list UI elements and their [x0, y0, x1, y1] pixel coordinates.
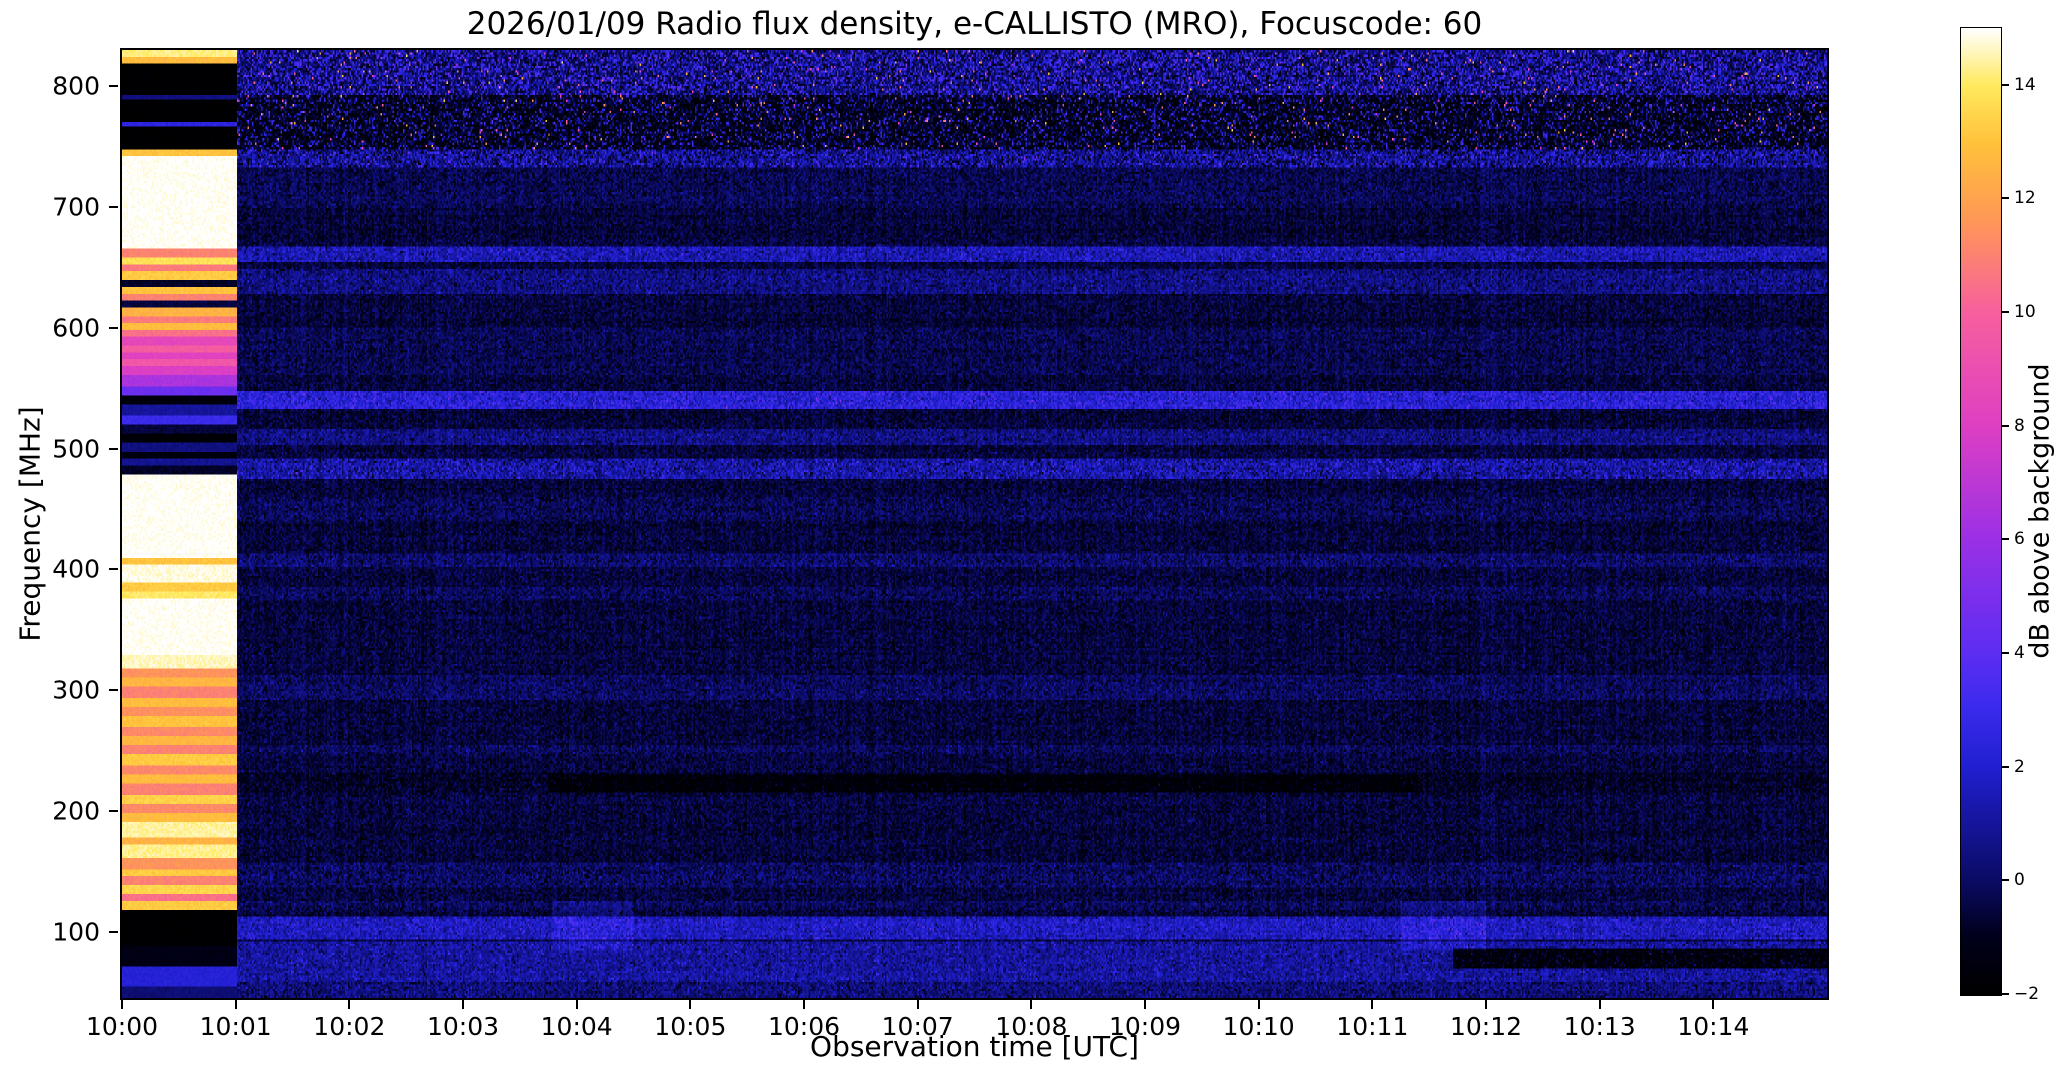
x-tick-mark: [1371, 1000, 1374, 1009]
y-tick-label: 700: [52, 192, 100, 222]
colorbar-tick-label: 6: [2014, 529, 2025, 550]
colorbar-tick-mark: [2002, 538, 2009, 541]
x-tick-label: 10:11: [1336, 1012, 1409, 1041]
x-tick-mark: [1030, 1000, 1033, 1009]
colorbar-tick-mark: [2002, 83, 2009, 86]
x-tick-label: 10:10: [1222, 1012, 1295, 1041]
x-tick-mark: [1257, 1000, 1260, 1009]
y-tick-label: 800: [52, 71, 100, 101]
x-tick-label: 10:08: [995, 1012, 1068, 1041]
x-tick-mark: [803, 1000, 805, 1009]
y-tick-label: 300: [52, 675, 100, 705]
y-tick-mark: [109, 809, 118, 812]
y-tick-mark: [109, 205, 118, 208]
y-tick-mark: [109, 689, 118, 692]
colorbar-tick-label: 12: [2014, 188, 2036, 209]
colorbar-tick-mark: [2002, 424, 2009, 427]
y-tick-label: 200: [52, 796, 100, 826]
x-tick-mark: [575, 1000, 578, 1009]
x-tick-label: 10:02: [313, 1012, 386, 1041]
x-tick-label: 10:00: [85, 1012, 159, 1041]
colorbar-tick-label: 8: [2014, 415, 2025, 436]
x-tick-mark: [1712, 1000, 1715, 1009]
colorbar-tick-label: 4: [2014, 643, 2025, 664]
chart-title: 2026/01/09 Radio flux density, e-CALLIST…: [466, 6, 1483, 42]
y-tick-mark: [109, 85, 118, 88]
y-tick-label: 500: [52, 434, 100, 464]
colorbar-tick-mark: [2002, 765, 2009, 768]
y-tick-label: 600: [52, 313, 100, 343]
x-tick-label: 10:01: [199, 1012, 272, 1041]
colorbar-tick-mark: [2002, 993, 2009, 995]
x-tick-label: 10:14: [1677, 1012, 1750, 1041]
x-tick-label: 10:07: [881, 1012, 954, 1041]
x-tick-label: 10:06: [767, 1012, 841, 1041]
colorbar-tick-label: 14: [2014, 74, 2036, 95]
x-tick-label: 10:04: [540, 1012, 613, 1041]
colorbar-label: dB above background: [2024, 363, 2056, 659]
x-tick-label: 10:05: [654, 1012, 727, 1041]
y-tick-mark: [109, 447, 118, 450]
x-axis-label: Observation time [UTC]: [810, 1030, 1139, 1063]
colorbar-tick-label: 2: [2014, 756, 2025, 777]
colorbar-gradient: [1960, 27, 2002, 996]
x-tick-mark: [234, 1000, 237, 1009]
x-tick-mark: [121, 1000, 123, 1009]
colorbar-tick-label: 10: [2014, 302, 2036, 323]
x-tick-mark: [1144, 1000, 1146, 1009]
spectrogram-canvas: [120, 48, 1829, 1000]
y-tick-mark: [109, 568, 118, 571]
y-tick-mark: [109, 326, 118, 329]
x-tick-mark: [1485, 1000, 1487, 1009]
x-tick-label: 10:03: [426, 1012, 500, 1041]
y-tick-label: 100: [52, 917, 100, 947]
x-tick-mark: [916, 1000, 919, 1009]
x-tick-label: 10:12: [1449, 1012, 1523, 1041]
colorbar-tick-mark: [2002, 311, 2009, 314]
y-tick-label: 400: [52, 554, 100, 584]
y-tick-mark: [109, 930, 118, 933]
x-tick-label: 10:13: [1563, 1012, 1636, 1041]
x-tick-mark: [348, 1000, 351, 1009]
x-tick-mark: [689, 1000, 692, 1009]
x-tick-mark: [1598, 1000, 1601, 1009]
x-tick-label: 10:09: [1108, 1012, 1182, 1041]
x-tick-mark: [462, 1000, 464, 1009]
colorbar-tick-mark: [2002, 652, 2009, 655]
colorbar-tick-label: −2: [2014, 984, 2040, 1004]
colorbar-tick-label: 0: [2014, 870, 2025, 891]
colorbar-tick-mark: [2002, 197, 2009, 200]
colorbar-tick-mark: [2002, 879, 2009, 882]
